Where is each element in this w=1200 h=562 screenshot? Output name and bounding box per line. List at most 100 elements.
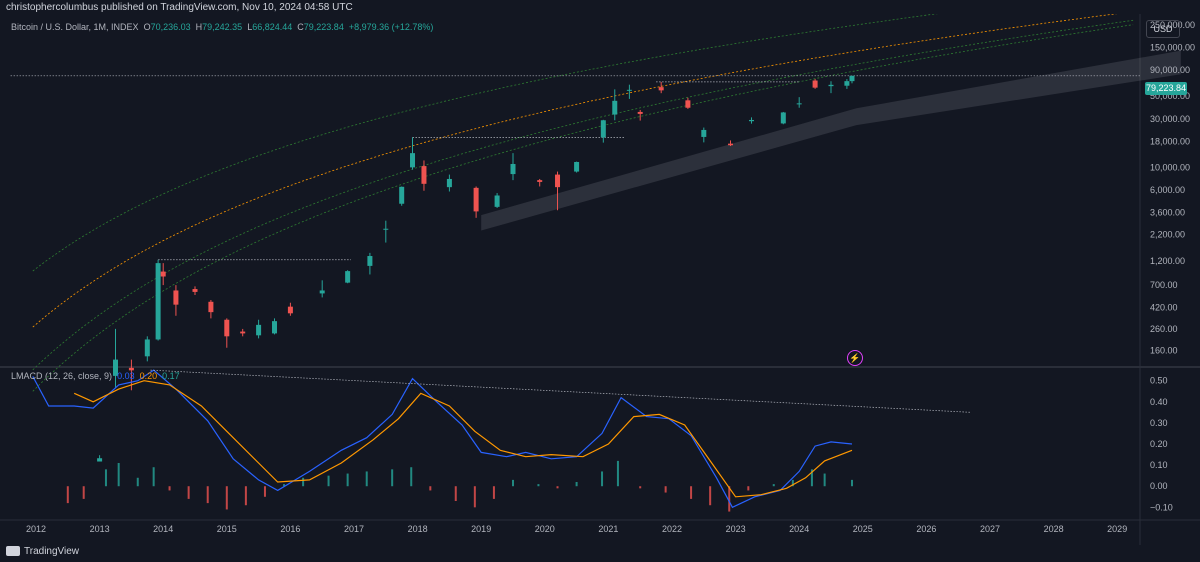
time-tick-label: 2029 — [1107, 524, 1127, 534]
histogram-bar — [556, 486, 559, 489]
bottom-channel-line — [32, 24, 1134, 392]
histogram-bar — [263, 486, 266, 497]
histogram-bar — [168, 486, 171, 491]
candle-body — [173, 290, 179, 305]
open-key: O — [143, 22, 151, 32]
histogram-bar — [709, 486, 712, 506]
upper-channel-line — [32, 14, 939, 272]
lightning-icon[interactable]: ⚡ — [847, 350, 863, 366]
candle-body — [626, 89, 632, 91]
candle-body — [256, 324, 262, 336]
histogram-bar — [244, 486, 247, 506]
histogram-bar — [365, 471, 368, 487]
time-tick-label: 2017 — [344, 524, 364, 534]
candle-body — [812, 80, 818, 88]
candle-body — [600, 120, 606, 138]
candle-body — [637, 111, 643, 114]
time-tick-label: 2018 — [408, 524, 428, 534]
lower-channel-line — [32, 19, 1134, 371]
candle-body — [192, 289, 198, 292]
indicator-legend: LMACD (12, 26, close, 9) 0.03 0.20 0.17 — [11, 371, 180, 381]
change-value: +8,979.36 (+12.78%) — [348, 22, 434, 32]
histogram-bar — [747, 486, 750, 491]
macd-tick-label: 0.40 — [1150, 397, 1168, 407]
candle-body — [494, 195, 500, 207]
price-tick-label: 3,600.00 — [1150, 208, 1185, 218]
indicator-title[interactable]: LMACD (12, 26, close, 9) — [11, 371, 113, 381]
time-tick-label: 2012 — [26, 524, 46, 534]
macd-tick-label: 0.10 — [1150, 460, 1168, 470]
histogram-bar — [537, 484, 540, 487]
high-key: H — [195, 22, 203, 32]
histogram-bar — [410, 467, 413, 487]
histogram-bar — [601, 471, 604, 487]
histogram-bar — [810, 469, 813, 487]
candle-body — [319, 290, 325, 294]
histogram-bar — [772, 484, 775, 487]
price-tick-label: 160.00 — [1150, 345, 1178, 355]
price-tick-label: 420.00 — [1150, 303, 1178, 313]
price-tick-label: 50,000.00 — [1150, 91, 1190, 101]
price-tick-label: 6,000.00 — [1150, 185, 1185, 195]
low-value: 66,824.44 — [252, 22, 293, 32]
published-by-text: christophercolumbus published on Trading… — [6, 2, 353, 13]
histogram-bar — [690, 486, 693, 499]
candle-body — [510, 163, 516, 175]
open-value: 70,236.03 — [150, 22, 191, 32]
candle-body — [383, 228, 389, 230]
symbol-name[interactable]: Bitcoin / U.S. Dollar, 1M, INDEX — [11, 22, 139, 32]
price-tick-label: 30,000.00 — [1150, 114, 1190, 124]
close-value: 79,223.84 — [303, 22, 344, 32]
histogram-bar — [346, 473, 349, 487]
currency-button[interactable]: USD — [1146, 20, 1180, 38]
macd-tick-label: 0.30 — [1150, 418, 1168, 428]
time-tick-label: 2025 — [853, 524, 873, 534]
candle-body — [658, 87, 664, 91]
symbol-legend: Bitcoin / U.S. Dollar, 1M, INDEX O70,236… — [11, 22, 433, 32]
middle-channel-line — [32, 14, 1118, 328]
histogram-bar — [187, 486, 190, 499]
time-tick-label: 2015 — [217, 524, 237, 534]
histogram-bar — [575, 482, 578, 487]
tradingview-logo-icon — [6, 546, 20, 557]
histogram-bar — [302, 477, 305, 487]
low-key: L — [247, 22, 253, 32]
candle-body — [208, 301, 214, 313]
histogram-bar — [664, 486, 667, 493]
signal-line — [73, 380, 853, 498]
histogram-bar — [82, 486, 85, 499]
candle-body — [849, 75, 855, 82]
histogram-bar — [136, 477, 139, 487]
time-tick-label: 2014 — [153, 524, 173, 534]
time-tick-label: 2019 — [471, 524, 491, 534]
time-tick-label: 2023 — [726, 524, 746, 534]
candle-body — [728, 143, 734, 146]
histogram-bar — [850, 479, 853, 487]
candle-body — [144, 339, 150, 357]
last-price-label: 79,223.84 — [1145, 82, 1187, 95]
macd-tick-label: −0.10 — [1150, 502, 1173, 512]
candle-body — [287, 306, 293, 314]
histogram-bar — [391, 469, 394, 487]
tradingview-logo[interactable]: TradingView — [6, 546, 79, 557]
candle-body — [749, 119, 754, 122]
candle-body — [367, 256, 373, 266]
time-tick-label: 2028 — [1044, 524, 1064, 534]
candle-body — [345, 271, 351, 283]
time-tick-label: 2013 — [90, 524, 110, 534]
histogram-bar — [512, 479, 514, 487]
price-tick-label: 1,200.00 — [1150, 256, 1185, 266]
close-key: C — [297, 22, 304, 32]
histogram-bar — [206, 486, 209, 504]
candle-body — [410, 153, 416, 168]
time-tick-label: 2027 — [980, 524, 1000, 534]
time-tick-label: 2022 — [662, 524, 682, 534]
macd-tick-label: 0.20 — [1150, 439, 1168, 449]
candle-body — [685, 100, 691, 108]
histogram-bar — [104, 469, 107, 487]
price-tick-label: 250,000.00 — [1150, 20, 1195, 30]
high-value: 79,242.35 — [202, 22, 243, 32]
candle-body — [446, 178, 452, 188]
price-tick-label: 10,000.00 — [1150, 162, 1190, 172]
price-chart[interactable]: 160.00 260.00 420.00 700.00 1,200.00 2,200.00… — [0, 14, 1200, 545]
